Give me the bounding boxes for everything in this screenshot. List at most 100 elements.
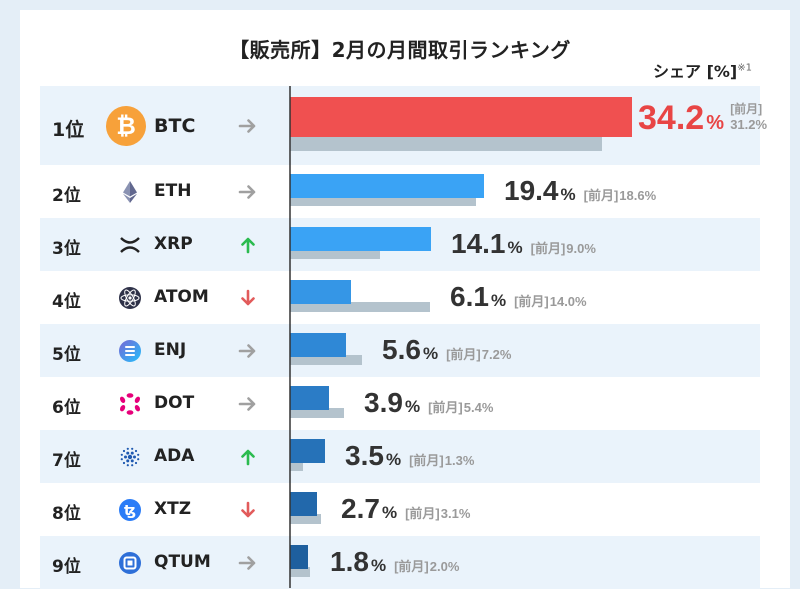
prev-month-bar-atom xyxy=(290,302,430,312)
rank-label: 2位 xyxy=(52,185,81,206)
share-bar-dot xyxy=(290,386,329,410)
prev-month-text: [前月]9.0% xyxy=(531,241,597,256)
share-header: シェア [%]※1 xyxy=(653,58,752,82)
share-value: 14.1 xyxy=(451,228,506,259)
share-label: シェア [%] xyxy=(653,62,738,81)
share-unit: % xyxy=(382,503,397,522)
share-bar-ada xyxy=(290,439,325,463)
trend-flat-arrow-icon xyxy=(238,182,258,206)
share-value: 6.1 xyxy=(450,281,489,312)
trend-down-arrow-icon xyxy=(238,500,258,524)
share-bar-btc xyxy=(290,97,632,137)
prev-month-label: [前月] xyxy=(514,294,549,309)
share-value: 1.8 xyxy=(330,546,369,577)
prev-month-label: [前月] xyxy=(409,453,444,468)
share-value: 2.7 xyxy=(341,493,380,524)
bitcoin-icon: ₿ xyxy=(106,105,146,146)
share-bar-qtum xyxy=(290,545,308,569)
prev-month-bar-enj xyxy=(290,355,362,365)
share-bar-atom xyxy=(290,280,351,304)
prev-month-label: [前月] xyxy=(730,101,762,116)
prev-month-label: [前月] xyxy=(394,559,429,574)
rank-label: 5位 xyxy=(52,344,81,365)
ranking-row-qtum: 9位 QTUM xyxy=(40,536,760,589)
prev-month-text: [前月]3.1% xyxy=(405,506,471,521)
prev-month-bar-btc xyxy=(290,137,602,151)
rank-label: 7位 xyxy=(52,450,81,471)
coin-symbol: ENJ xyxy=(154,339,187,360)
prev-value: 9.0 xyxy=(566,241,584,256)
prev-unit: % xyxy=(463,453,475,468)
share-value-label: 14.1% xyxy=(451,228,523,259)
coin-symbol: ADA xyxy=(154,445,195,466)
enjin-icon xyxy=(118,339,142,363)
coin-symbol: QTUM xyxy=(154,551,211,572)
coin-symbol: XRP xyxy=(154,233,193,254)
trend-flat-arrow-icon xyxy=(238,394,258,418)
share-unit: % xyxy=(491,291,506,310)
prev-month-text: [前月]1.3% xyxy=(409,453,475,468)
share-unit: % xyxy=(508,238,523,257)
prev-value: 2.0 xyxy=(430,559,448,574)
rank-label: 1位 xyxy=(52,118,85,141)
prev-month-bar-dot xyxy=(290,408,344,418)
prev-unit: % xyxy=(756,117,768,132)
share-unit: % xyxy=(423,344,438,363)
share-unit: % xyxy=(371,556,386,575)
cardano-icon xyxy=(118,445,142,469)
share-value: 19.4 xyxy=(504,175,559,206)
prev-month-bar-ada xyxy=(290,461,303,471)
prev-month-text: [前月]7.2% xyxy=(446,347,512,362)
rank-label: 3位 xyxy=(52,238,81,259)
trend-up-arrow-icon xyxy=(238,447,258,471)
prev-unit: % xyxy=(575,294,587,309)
trend-up-arrow-icon xyxy=(238,235,258,259)
prev-month-label: [前月] xyxy=(405,506,440,521)
share-value: 3.9 xyxy=(364,387,403,418)
prev-value: 14.0 xyxy=(550,294,575,309)
share-value-label: 34.2% xyxy=(638,99,724,137)
prev-month-bar-eth xyxy=(290,196,476,206)
prev-value: 7.2 xyxy=(482,347,500,362)
coin-symbol: BTC xyxy=(154,114,196,137)
share-value-label: 19.4% xyxy=(504,175,576,206)
prev-unit: % xyxy=(584,241,596,256)
share-value-label: 5.6% xyxy=(382,334,438,365)
trend-down-arrow-icon xyxy=(238,288,258,312)
share-unit: % xyxy=(706,112,724,134)
prev-month-value: 31.2% xyxy=(730,117,767,132)
prev-month-text: [前月]2.0% xyxy=(394,559,460,574)
share-value-label: 1.8% xyxy=(330,546,386,577)
prev-unit: % xyxy=(482,400,494,415)
trend-flat-arrow-icon xyxy=(238,553,258,577)
ranking-row-eth: 2位 ETH xyxy=(40,165,760,218)
coin-symbol: DOT xyxy=(154,392,195,413)
share-value-label: 6.1% xyxy=(450,281,506,312)
ethereum-icon xyxy=(118,180,142,204)
atom-icon xyxy=(118,286,142,310)
rank-label: 8位 xyxy=(52,503,81,524)
prev-month-text: [前月]5.4% xyxy=(428,400,494,415)
ranking-row-atom: 4位 ATOM xyxy=(40,271,760,324)
prev-value: 3.1 xyxy=(441,506,459,521)
share-value-label: 3.9% xyxy=(364,387,420,418)
share-value: 5.6 xyxy=(382,334,421,365)
share-bar-xtz xyxy=(290,492,317,516)
share-value-label: 2.7% xyxy=(341,493,397,524)
tezos-icon: ꜩ xyxy=(118,498,142,522)
ranking-row-ada: 7位 ADA xyxy=(40,430,760,483)
prev-value: 31.2 xyxy=(730,117,755,132)
ranking-row-dot: 6位 DOT xyxy=(40,377,760,430)
ranking-row-enj: 5位 ENJ xyxy=(40,324,760,377)
prev-value: 18.6 xyxy=(619,188,644,203)
share-value: 3.5 xyxy=(345,440,384,471)
prev-unit: % xyxy=(459,506,471,521)
share-unit: % xyxy=(405,397,420,416)
share-bar-eth xyxy=(290,174,484,198)
prev-month-label: [前月] xyxy=(446,347,481,362)
prev-month-text: [前月]18.6% xyxy=(584,188,657,203)
prev-unit: % xyxy=(448,559,460,574)
prev-unit: % xyxy=(500,347,512,362)
prev-value: 5.4 xyxy=(464,400,483,415)
